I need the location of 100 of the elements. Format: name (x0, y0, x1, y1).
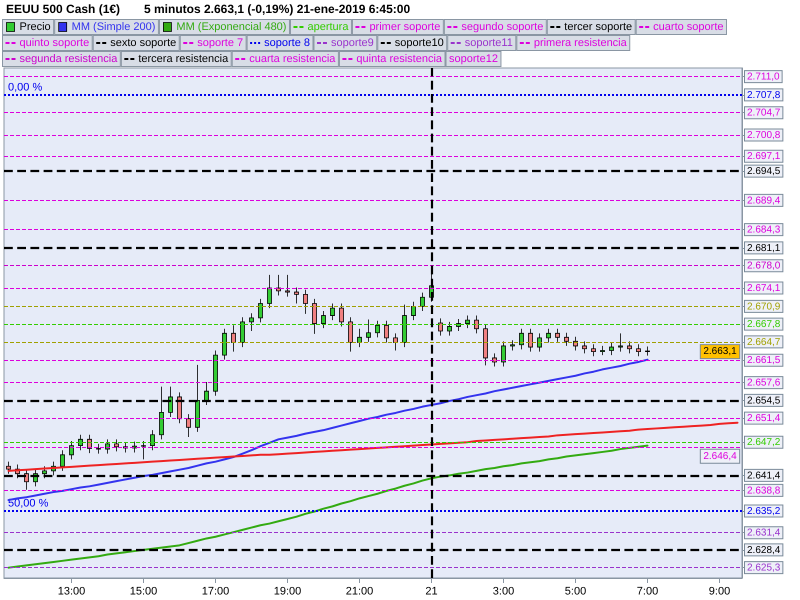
x-tick-label: 21:00 (346, 586, 374, 598)
chart-subtitle: 5 minutos 2.663,1 (-0,19%) 21-ene-2019 6:45:00 (144, 2, 410, 16)
candlestick (186, 414, 191, 438)
y-tick-label: 2.661,5 (747, 355, 781, 366)
candlestick (474, 315, 479, 334)
legend-label: soporte9 (330, 37, 374, 49)
x-tick-label: 13:00 (58, 586, 86, 598)
x-tick-label: 3:00 (492, 586, 514, 598)
candlestick (213, 350, 218, 396)
candlestick (60, 450, 65, 472)
legend-label: tercer soporte (564, 21, 632, 33)
candlestick (438, 318, 443, 336)
candlestick (285, 274, 290, 298)
y-tick-label: 2.664,7 (747, 336, 781, 348)
y-tick-label: 2.674,1 (747, 283, 781, 294)
legend-label: segunda resistencia (20, 53, 118, 65)
y-tick-label: 2.678,0 (747, 260, 781, 272)
candlestick (546, 328, 551, 343)
y-tick-label: 2.657,6 (747, 378, 781, 389)
y-tick-label: 2.707,8 (747, 90, 781, 101)
annotation: 2.663,1 (703, 346, 738, 358)
candlestick (420, 292, 425, 312)
candlestick (231, 324, 236, 352)
legend-label: soporte 7 (197, 37, 244, 49)
y-tick-label: 2.689,4 (747, 195, 781, 206)
candlestick (150, 430, 155, 451)
candlestick (393, 332, 398, 351)
candlestick (141, 440, 146, 460)
candlestick (357, 328, 362, 348)
line-series (8, 444, 648, 569)
y-tick-label: 2.684,3 (747, 224, 781, 236)
candlestick (591, 344, 596, 357)
candlestick (600, 346, 605, 356)
y-tick-label: 2.628,4 (747, 544, 781, 556)
candlestick (582, 340, 587, 354)
candlestick (645, 346, 650, 356)
candlestick (375, 320, 380, 338)
candlestick (510, 340, 515, 351)
legend-label: soporte11 (464, 37, 513, 49)
y-tick-label: 2.667,8 (747, 319, 781, 330)
candlestick (636, 344, 641, 357)
candlestick (312, 298, 317, 334)
y-tick-label: 2.635,2 (747, 506, 781, 517)
candlestick (492, 352, 497, 367)
candlestick (483, 324, 488, 366)
annotation: 2.646,4 (703, 450, 738, 462)
candlestick (303, 289, 308, 314)
candlestick (501, 340, 506, 367)
legend-label: soporte10 (394, 37, 444, 49)
x-tick-label: 5:00 (564, 586, 586, 598)
x-tick-label: 9:00 (708, 586, 730, 598)
candlestick (609, 342, 614, 356)
candlestick (222, 328, 227, 360)
candlestick (618, 332, 623, 352)
candlestick (240, 316, 245, 348)
y-tick-label: 2.631,4 (747, 528, 781, 539)
y-tick-label: 2.697,1 (747, 151, 781, 162)
y-tick-label: 2.670,9 (747, 301, 781, 312)
candlestick (258, 298, 263, 323)
y-tick-label: 2.651,4 (747, 413, 781, 424)
candlestick (276, 274, 281, 296)
legend-label: MM (Exponencial 480) (176, 21, 286, 33)
line-series (8, 422, 738, 472)
candlestick (519, 328, 524, 350)
chart-title: EEUU 500 Cash (1€) (6, 2, 120, 16)
y-tick-label: 2.641,4 (747, 470, 781, 482)
candlestick (330, 303, 335, 321)
y-tick-label: 2.694,5 (747, 166, 781, 178)
candlestick (447, 321, 452, 336)
x-tick-label: 17:00 (202, 586, 230, 598)
legend-label: quinto soporte (20, 37, 90, 49)
legend-label: sexto soporte (110, 37, 176, 49)
x-tick-label: 7:00 (636, 586, 658, 598)
candlestick (69, 440, 74, 460)
candlestick (528, 328, 533, 352)
x-tick-label: 15:00 (130, 586, 158, 598)
legend-label: quinta resistencia (356, 53, 443, 65)
candlestick (294, 287, 299, 304)
candlestick (627, 340, 632, 354)
legend-label: primera resistencia (534, 37, 628, 49)
y-tick-label: 2.704,7 (747, 108, 781, 119)
legend-label: cuarta resistencia (249, 53, 336, 65)
legend-label: cuarto soporte (653, 21, 724, 33)
candlestick (78, 434, 83, 451)
candlestick (555, 328, 560, 342)
y-tick-label: 2.625,3 (747, 562, 781, 574)
legend-label: tercera resistencia (138, 53, 230, 65)
y-tick-label: 2.681,1 (747, 242, 781, 254)
text: soporte12 (449, 53, 498, 65)
legend-label: soporte 8 (264, 37, 310, 49)
candlestick (564, 332, 569, 346)
candlestick (384, 320, 389, 343)
legend-label: Precio (20, 21, 51, 33)
candlestick (402, 304, 407, 348)
legend-label: segundo soporte (461, 21, 544, 33)
candlestick (411, 301, 416, 321)
candlestick (267, 274, 272, 308)
candlestick (348, 316, 353, 352)
legend-label: MM (Simple 200) (72, 21, 156, 33)
y-tick-label: 2.700,8 (747, 130, 781, 142)
